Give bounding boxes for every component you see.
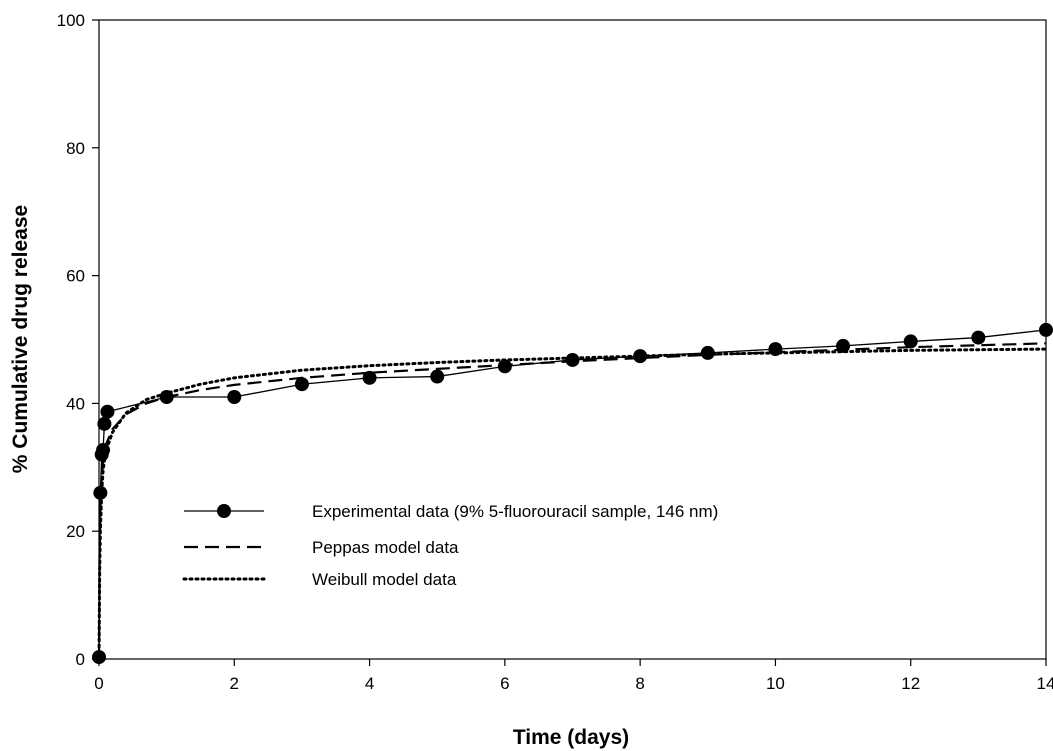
data-point	[97, 416, 112, 431]
data-point	[565, 352, 580, 367]
plot-frame	[98, 19, 1047, 660]
data-point	[96, 443, 111, 458]
data-point	[497, 359, 512, 374]
series-layer	[92, 322, 1053, 665]
data-point	[93, 485, 108, 500]
series-line	[97, 342, 1047, 660]
y-axis: 0 20 40 60 80 100	[57, 11, 99, 669]
y-axis-title: % Cumulative drug release	[9, 205, 32, 473]
legend-marker	[217, 504, 231, 518]
data-point	[903, 334, 918, 349]
legend-label: Experimental data (9% 5-fluorouracil sam…	[312, 502, 718, 521]
x-tick-label: 8	[635, 674, 644, 693]
data-point	[430, 369, 445, 384]
data-point	[294, 377, 309, 392]
legend: Experimental data (9% 5-fluorouracil sam…	[182, 502, 718, 589]
x-tick-label: 6	[500, 674, 509, 693]
legend-label: Peppas model data	[312, 538, 459, 557]
x-axis-title: Time (days)	[513, 726, 629, 749]
x-axis: 0 2 4 6 8 10 12 14	[94, 659, 1053, 693]
data-point	[362, 370, 377, 385]
plot-area	[98, 19, 1047, 660]
x-tick-label: 0	[94, 674, 103, 693]
x-tick-label: 2	[230, 674, 239, 693]
legend-label: Weibull model data	[312, 570, 457, 589]
y-tick-label: 0	[76, 650, 85, 669]
x-tick-label: 4	[365, 674, 374, 693]
y-tick-label: 40	[66, 394, 85, 413]
y-tick-label: 80	[66, 139, 85, 158]
y-tick-label: 20	[66, 522, 85, 541]
x-tick-label: 12	[901, 674, 920, 693]
data-point	[971, 330, 986, 345]
x-tick-label: 10	[766, 674, 785, 693]
data-point	[227, 390, 242, 405]
x-tick-label: 14	[1037, 674, 1053, 693]
data-point	[1039, 322, 1053, 337]
y-tick-label: 60	[66, 267, 85, 286]
series-line	[97, 347, 1048, 661]
data-point	[100, 404, 115, 419]
y-tick-label: 100	[57, 11, 85, 30]
